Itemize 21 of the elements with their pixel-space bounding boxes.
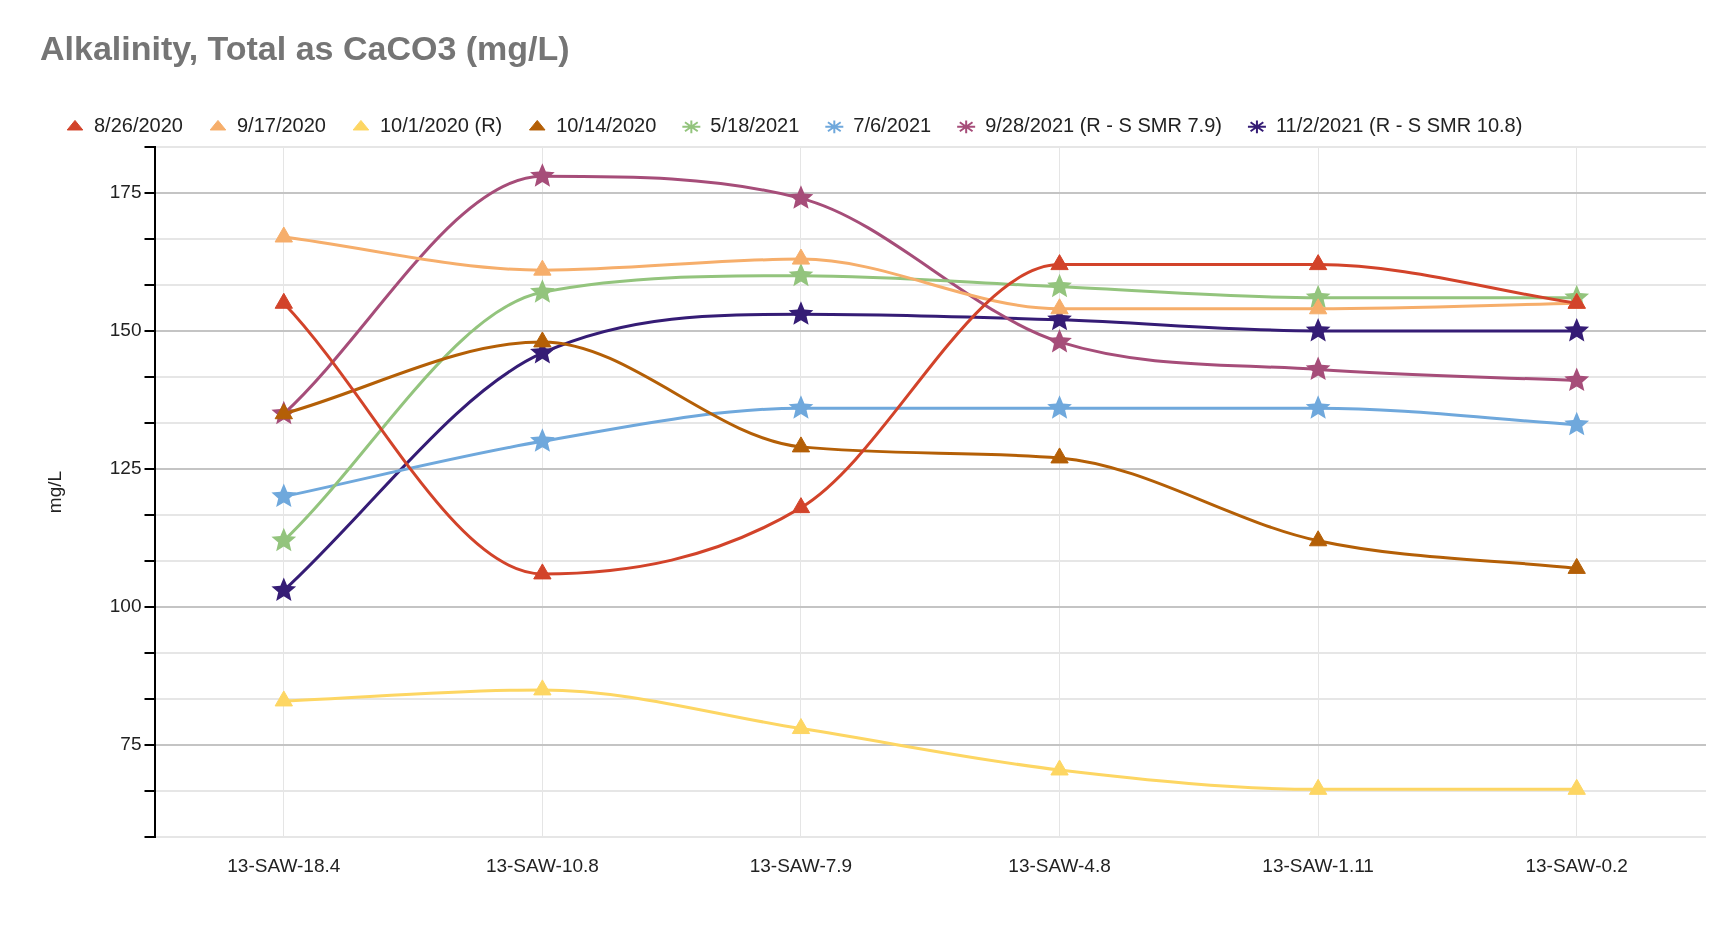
x-tick-label: 13-SAW-4.8	[1008, 854, 1111, 876]
legend-label: 10/14/2020	[556, 114, 657, 137]
y-tick-label: 150	[109, 319, 142, 341]
legend-label: 11/2/2021 (R - S SMR 10.8)	[1275, 114, 1523, 137]
x-tick-label: 13-SAW-1.11	[1262, 854, 1374, 876]
legend-label: 9/17/2020	[236, 114, 326, 137]
legend-label: 9/28/2021 (R - S SMR 7.9)	[985, 114, 1222, 137]
legend-label: 7/6/2021	[853, 114, 932, 137]
x-tick-label: 13-SAW-10.8	[485, 854, 599, 876]
y-axis-title: mg/L	[43, 470, 65, 514]
legend-label: 8/26/2020	[94, 114, 183, 137]
y-tick-label: 75	[120, 733, 142, 755]
y-tick-label: 100	[109, 595, 142, 617]
x-tick-label: 13-SAW-7.9	[749, 854, 853, 876]
legend-label: 10/1/2020 (R)	[379, 114, 503, 137]
y-tick-label: 125	[109, 457, 142, 479]
y-tick-label: 175	[109, 181, 142, 203]
x-tick-label: 13-SAW-0.2	[1525, 854, 1628, 876]
x-tick-label: 13-SAW-18.4	[227, 854, 341, 876]
legend-label: 5/18/2021	[710, 114, 800, 137]
chart-title: Alkalinity, Total as CaCO3 (mg/L)	[40, 28, 570, 67]
